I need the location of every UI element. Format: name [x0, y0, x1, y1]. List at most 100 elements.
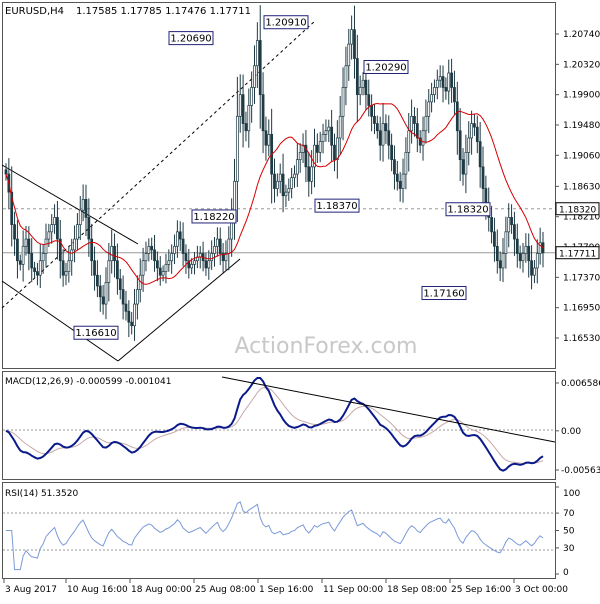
candle-body	[473, 123, 476, 128]
price-tick-label: 1.19480	[563, 121, 600, 131]
candle-body	[450, 72, 453, 88]
x-tick-label: 3 Aug 2017	[5, 585, 57, 595]
rsi-tick-label: 50	[563, 527, 575, 537]
candle-body	[401, 173, 405, 189]
x-tick-label: 25 Aug 08:00	[195, 585, 256, 595]
candle-body	[444, 87, 448, 92]
channel-lower-line	[1, 280, 119, 362]
candle-body	[258, 40, 262, 96]
candle-body	[41, 253, 45, 262]
candle-body	[395, 173, 399, 182]
candle-body	[56, 217, 59, 240]
reference-label-box	[555, 202, 600, 216]
candle-body	[464, 152, 468, 175]
candle-body	[504, 231, 508, 254]
candle-body	[515, 238, 519, 254]
annotation-label: 1.20910	[265, 18, 306, 29]
candle-body	[224, 253, 228, 262]
annotation-box	[314, 198, 360, 213]
candle-body	[501, 253, 505, 269]
candle-body	[96, 274, 99, 287]
candle-body	[424, 115, 428, 132]
candle-body	[375, 123, 379, 132]
rsi-tick-label: 0	[563, 568, 569, 578]
candle-body	[178, 231, 182, 240]
channel-upper-line	[1, 164, 139, 245]
candle-body	[510, 217, 513, 225]
candle-body	[295, 159, 299, 175]
candle-body	[278, 173, 282, 182]
candle-body	[413, 115, 416, 124]
candle-body	[124, 303, 128, 312]
macd-title: MACD(12,26,9) -0.000599 -0.001041	[5, 377, 171, 387]
macd-line	[5, 377, 544, 472]
rsi-tick-label: 100	[563, 489, 580, 499]
candle-body	[207, 260, 211, 269]
candle-body	[344, 65, 348, 88]
x-tick-label: 3 Oct 00:00	[515, 585, 568, 595]
candle-body	[98, 285, 102, 298]
candle-body	[353, 29, 356, 59]
candle-body	[47, 231, 51, 240]
candle-body	[187, 260, 191, 269]
candle-body	[455, 101, 459, 132]
candle-body	[264, 130, 268, 146]
candle-body	[315, 144, 319, 153]
candle-body	[33, 267, 36, 272]
candle-body	[144, 253, 148, 262]
candle-body	[361, 79, 365, 88]
candle-body	[347, 43, 351, 67]
candle-body	[130, 321, 134, 327]
x-tick-label: 18 Sep 08:00	[387, 585, 447, 595]
candle-body	[493, 231, 496, 247]
candle-body	[438, 76, 442, 81]
candle-body	[113, 245, 116, 262]
price-tick-label: 1.17370	[563, 273, 600, 283]
candle-body	[107, 260, 111, 283]
candle-body	[310, 166, 314, 182]
macd-tick-label: 0.006586	[561, 379, 600, 389]
candle-body	[535, 253, 539, 269]
candle-body	[481, 166, 485, 189]
candle-body	[221, 253, 225, 262]
rsi-title: RSI(14) 51.3520	[5, 489, 78, 499]
moving-average-line	[5, 102, 544, 285]
candle-body	[350, 29, 354, 45]
candle-body	[121, 289, 125, 305]
candle-body	[498, 260, 502, 269]
candle-body	[447, 72, 451, 92]
candle-body	[93, 260, 96, 276]
candle-body	[50, 224, 54, 233]
candle-body	[333, 144, 336, 160]
candle-body	[293, 173, 296, 179]
support-line	[117, 258, 241, 362]
ohlc-label: 1.17585 1.17785 1.17476 1.17711	[76, 6, 251, 17]
candle-body	[298, 152, 302, 160]
annotation-box	[263, 15, 309, 30]
annotation-label: 1.18220	[193, 212, 234, 223]
price-panel	[2, 2, 556, 369]
candle-body	[341, 87, 345, 117]
candle-body	[284, 191, 288, 197]
candle-body	[156, 260, 159, 269]
candle-body	[387, 130, 391, 146]
candle-body	[90, 238, 94, 262]
x-tick-label: 18 Aug 00:00	[131, 585, 192, 595]
candle-body	[87, 217, 91, 240]
candle-body	[193, 260, 196, 265]
price-tick-label: 1.18210	[563, 213, 600, 223]
candle-body	[64, 271, 68, 276]
candle-body	[61, 260, 65, 276]
candle-body	[241, 94, 245, 124]
candle-body	[427, 101, 431, 117]
candle-body	[384, 123, 388, 132]
annotation-label: 1.17160	[423, 289, 464, 300]
candle-body	[27, 238, 31, 254]
candle-body	[67, 260, 71, 272]
price-tick-label: 1.16950	[563, 304, 600, 314]
candle-body	[176, 231, 179, 247]
watermark: ActionForex.com	[235, 334, 418, 359]
macd-y-axis: 0.006586 0.00 -0.005634	[555, 379, 600, 476]
candle-body	[247, 105, 251, 132]
